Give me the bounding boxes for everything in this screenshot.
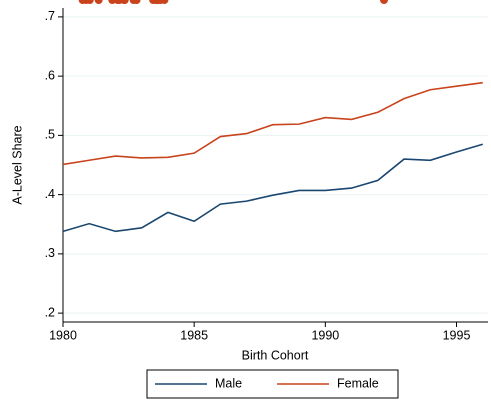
y-axis-label: A-Level Share [10, 125, 24, 204]
y-tick-label: .6 [45, 68, 55, 82]
legend-label: Female [337, 376, 379, 390]
y-tick-label: .7 [45, 9, 55, 23]
y-tick-label: .5 [45, 128, 55, 142]
y-tick-label: .4 [45, 187, 55, 201]
series-line [62, 143, 483, 233]
y-tick-label: .3 [45, 246, 55, 260]
data-point [115, 0, 124, 4]
legend-box [146, 369, 399, 399]
x-axis-label: Birth Cohort [242, 348, 309, 362]
data-point [78, 0, 87, 4]
data-point [149, 0, 158, 4]
y-tick-label: .2 [45, 305, 55, 319]
x-tick-label: 1980 [49, 328, 77, 342]
data-point [94, 0, 103, 4]
x-tick-label: 1990 [311, 328, 339, 342]
data-point [129, 0, 138, 4]
series-line [62, 81, 483, 166]
x-tick-label: 1985 [180, 328, 208, 342]
legend-label: Male [215, 376, 242, 390]
x-tick-label: 1995 [443, 328, 471, 342]
legend-marker [380, 0, 388, 4]
data-point [108, 0, 117, 4]
